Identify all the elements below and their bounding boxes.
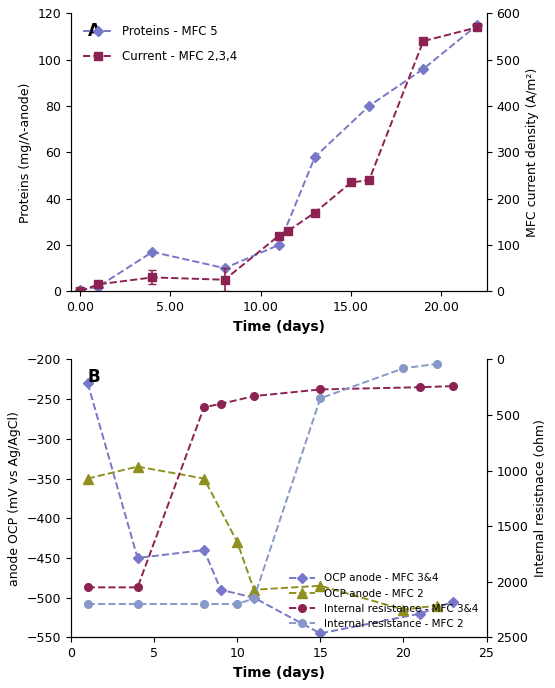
OCP anode - MFC 3&4	[417, 610, 423, 618]
Internal resistance - MFC 2	[84, 600, 91, 608]
Proteins - MFC 5	[149, 248, 156, 256]
OCP anode - MFC 3&4	[450, 597, 457, 605]
Internal resistance - MFC 3&4	[218, 400, 224, 408]
OCP anode - MFC 2	[317, 581, 324, 590]
OCP anode - MFC 3&4	[218, 585, 224, 594]
Current - MFC 2,3,4	[275, 232, 282, 240]
Internal resistance - MFC 2	[433, 360, 440, 368]
OCP anode - MFC 3&4	[317, 630, 324, 638]
Line: OCP anode - MFC 2: OCP anode - MFC 2	[83, 462, 441, 614]
Y-axis label: anode OCP (mV vs Ag/AgCl): anode OCP (mV vs Ag/AgCl)	[8, 411, 21, 586]
X-axis label: Time (days): Time (days)	[233, 666, 325, 680]
OCP anode - MFC 2	[234, 538, 241, 546]
Text: A: A	[88, 22, 100, 40]
Current - MFC 2,3,4	[348, 178, 355, 186]
Internal resistance - MFC 2	[201, 600, 208, 608]
Current - MFC 2,3,4	[95, 280, 102, 288]
Proteins - MFC 5	[77, 286, 83, 294]
Internal resistance - MFC 3&4	[450, 382, 457, 390]
Current - MFC 2,3,4	[285, 227, 291, 235]
Proteins - MFC 5	[420, 65, 427, 73]
Internal resistance - MFC 3&4	[250, 392, 257, 400]
Internal resistance - MFC 2	[250, 594, 257, 603]
Proteins - MFC 5	[366, 102, 372, 110]
Line: Proteins - MFC 5: Proteins - MFC 5	[77, 21, 481, 294]
Internal resistance - MFC 2	[400, 364, 407, 372]
Current - MFC 2,3,4	[366, 176, 372, 184]
OCP anode - MFC 2	[400, 605, 407, 614]
Internal resistance - MFC 3&4	[84, 583, 91, 592]
Internal resistance - MFC 3&4	[201, 403, 208, 411]
Internal resistance - MFC 2	[234, 600, 241, 608]
Line: Internal resistance - MFC 3&4: Internal resistance - MFC 3&4	[84, 383, 457, 591]
Proteins - MFC 5	[311, 153, 318, 161]
Current - MFC 2,3,4	[221, 276, 228, 284]
Current - MFC 2,3,4	[474, 23, 481, 32]
OCP anode - MFC 3&4	[201, 546, 208, 554]
Legend: Proteins - MFC 5, Current - MFC 2,3,4: Proteins - MFC 5, Current - MFC 2,3,4	[77, 19, 243, 69]
Internal resistance - MFC 3&4	[417, 383, 423, 391]
OCP anode - MFC 2	[84, 475, 91, 483]
OCP anode - MFC 2	[201, 475, 208, 483]
Line: Internal resistance - MFC 2: Internal resistance - MFC 2	[84, 360, 441, 608]
Proteins - MFC 5	[95, 283, 102, 291]
OCP anode - MFC 2	[250, 585, 257, 594]
Y-axis label: Proteins (mg/Λ-anode): Proteins (mg/Λ-anode)	[19, 82, 32, 222]
Proteins - MFC 5	[221, 264, 228, 272]
Legend: OCP anode - MFC 3&4, OCP anode - MFC 2, Internal resistance - MFC 3&4, Internal : OCP anode - MFC 3&4, OCP anode - MFC 2, …	[286, 570, 481, 632]
OCP anode - MFC 2	[134, 462, 141, 471]
Current - MFC 2,3,4	[149, 273, 156, 281]
OCP anode - MFC 2	[433, 601, 440, 610]
Y-axis label: Internal resistnace (ohm): Internal resistnace (ohm)	[534, 420, 547, 577]
Internal resistance - MFC 2	[317, 394, 324, 402]
Current - MFC 2,3,4	[311, 208, 318, 217]
OCP anode - MFC 3&4	[84, 379, 91, 387]
Line: Current - MFC 2,3,4: Current - MFC 2,3,4	[77, 23, 481, 295]
Y-axis label: MFC current density (A/m²): MFC current density (A/m²)	[526, 67, 539, 237]
Current - MFC 2,3,4	[77, 287, 83, 295]
OCP anode - MFC 3&4	[134, 554, 141, 562]
Line: OCP anode - MFC 3&4: OCP anode - MFC 3&4	[84, 379, 457, 637]
Proteins - MFC 5	[474, 21, 481, 29]
Internal resistance - MFC 2	[134, 600, 141, 608]
Internal resistance - MFC 3&4	[134, 583, 141, 592]
Proteins - MFC 5	[275, 241, 282, 249]
Text: B: B	[88, 368, 100, 386]
OCP anode - MFC 3&4	[250, 594, 257, 602]
X-axis label: Time (days): Time (days)	[233, 320, 325, 334]
Current - MFC 2,3,4	[420, 37, 427, 45]
Internal resistance - MFC 3&4	[317, 385, 324, 394]
